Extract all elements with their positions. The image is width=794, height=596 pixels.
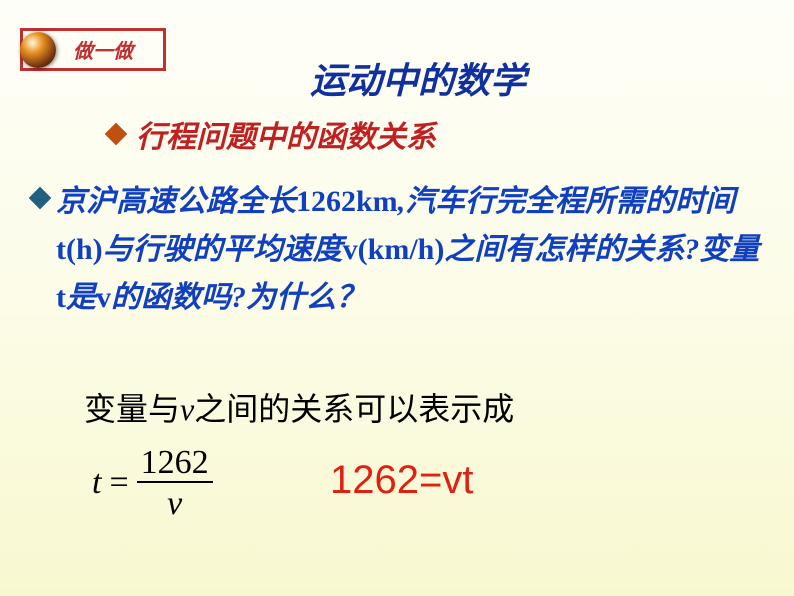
- problem-p6: 的函数吗?为什么？: [111, 281, 366, 314]
- expr-suffix: 之间的关系可以表示成: [194, 391, 514, 427]
- formula-block: t = 1262 v: [92, 444, 213, 523]
- formula-denominator: v: [163, 483, 186, 522]
- problem-vvar: v(km/h): [343, 233, 445, 266]
- formula-lhs: t: [92, 464, 101, 502]
- formula-numerator: 1262: [137, 444, 213, 481]
- problem-p2: ,汽车行完全程所需的时间: [398, 185, 736, 218]
- problem-vvar2: v: [96, 281, 111, 314]
- tag-box: 做一做: [20, 28, 166, 71]
- expression-line: 变量与v之间的关系可以表示成: [84, 384, 514, 430]
- expr-v: v: [180, 391, 194, 427]
- formula-eq: =: [109, 464, 128, 502]
- problem-p5: 是: [66, 281, 96, 314]
- orb-icon: [20, 32, 56, 68]
- tag-label: 做一做: [73, 35, 133, 64]
- result-equation: 1262=vt: [330, 458, 473, 503]
- problem-distance: 1262km: [296, 185, 398, 218]
- expr-prefix: 变量与: [84, 391, 180, 427]
- problem-block: 京沪高速公路全长1262km,汽车行完全程所需的时间 t(h)与行驶的平均速度v(…: [32, 178, 764, 322]
- problem-tvar2: t: [56, 281, 66, 314]
- section-label: 行程问题中的函数关系: [136, 112, 436, 156]
- problem-leading: 京沪高速公路全长: [56, 185, 296, 218]
- diamond-icon: [29, 187, 52, 210]
- page-title: 运动中的数学: [310, 52, 526, 104]
- section-heading: 行程问题中的函数关系: [108, 112, 436, 156]
- problem-p4: 之间有怎样的关系?变量: [444, 233, 759, 266]
- problem-p3: 与行驶的平均速度: [103, 233, 343, 266]
- problem-text: 京沪高速公路全长1262km,汽车行完全程所需的时间 t(h)与行驶的平均速度v(…: [56, 178, 764, 322]
- diamond-icon: [105, 123, 128, 146]
- problem-tvar: t(h): [56, 233, 103, 266]
- formula-fraction: 1262 v: [137, 444, 213, 523]
